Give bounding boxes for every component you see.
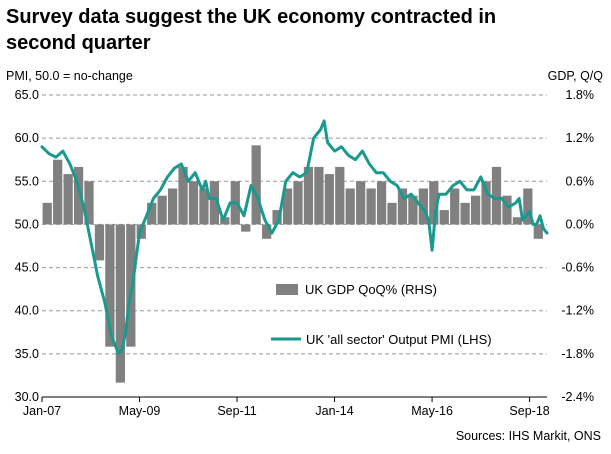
gdp-bar — [324, 174, 334, 225]
gdp-bar — [126, 224, 136, 347]
right-axis-tick-label: 1.2% — [566, 131, 595, 145]
chart-title-line-2: second quarter — [6, 32, 151, 54]
source-note: Sources: IHS Markit, ONS — [455, 429, 601, 443]
gdp-bar — [512, 217, 523, 225]
right-axis-tick-label: -2.4% — [561, 390, 594, 404]
x-axis-tick-label: Sep-11 — [217, 404, 256, 418]
left-axis-tick-label: 40.0 — [15, 304, 39, 318]
legend-gdp-label: UK GDP QoQ% (RHS) — [305, 282, 437, 297]
gdp-bar — [502, 195, 512, 225]
gdp-bar — [53, 159, 63, 225]
left-axis-tick-label: 35.0 — [15, 347, 39, 361]
legend-gdp-swatch — [276, 284, 298, 295]
left-axis-tick-label: 50.0 — [15, 217, 39, 231]
gdp-bar — [345, 188, 355, 225]
pmi-line — [40, 119, 549, 356]
gdp-bar — [188, 181, 199, 225]
left-axis-tick-label: 55.0 — [15, 174, 39, 188]
gdp-bar — [282, 188, 293, 225]
gdp-bar — [460, 202, 470, 225]
gdp-bar — [429, 181, 439, 225]
chart-title: Survey data suggest the UK economy contr… — [6, 4, 606, 56]
gdp-bar — [209, 181, 220, 225]
chart-title-line-1: Survey data suggest the UK economy contr… — [6, 6, 497, 28]
gdp-bar — [387, 202, 397, 225]
gdp-bar — [491, 166, 502, 225]
gdp-bar — [418, 188, 428, 225]
gdp-bar — [397, 188, 408, 225]
right-axis-tick-label: 0.6% — [566, 174, 595, 188]
gdp-bar — [73, 166, 84, 225]
gdp-bar — [94, 224, 105, 261]
right-axis-tick-label: 1.8% — [566, 88, 595, 102]
gdp-bar — [366, 188, 376, 225]
gdp-bar — [157, 195, 167, 225]
gdp-bar — [314, 166, 324, 225]
x-axis-tick-label: Jan-07 — [23, 404, 61, 418]
left-axis-tick-label: 30.0 — [15, 390, 39, 404]
right-axis-tick-label: -1.2% — [561, 304, 594, 318]
x-axis-tick-label: May-16 — [411, 404, 453, 418]
right-axis-tick-label: -1.8% — [561, 347, 594, 361]
right-axis-tick-label: 0.0% — [566, 217, 595, 231]
x-axis-tick-label: Jan-14 — [315, 404, 353, 418]
gdp-bar — [523, 188, 533, 225]
gdp-bar — [262, 224, 272, 239]
gdp-bar — [147, 202, 157, 225]
gdp-bar — [439, 210, 449, 225]
gdp-bar — [533, 224, 543, 239]
gdp-bar — [167, 188, 178, 225]
gdp-bar — [241, 224, 251, 232]
gdp-bar — [293, 181, 303, 225]
legend-pmi-label: UK 'all sector' Output PMI (LHS) — [306, 332, 492, 347]
right-axis-tick-label: -0.6% — [561, 261, 594, 275]
gdp-bar — [376, 181, 387, 225]
gdp-bar — [272, 210, 282, 225]
gdp-bar — [303, 166, 314, 225]
gdp-bar — [63, 174, 73, 225]
left-axis-tick-label: 60.0 — [15, 131, 39, 145]
gdp-bar — [84, 181, 94, 225]
gdp-bar — [335, 166, 345, 225]
gdp-bar — [42, 202, 52, 225]
gdp-bar — [481, 181, 491, 225]
gdp-bar — [356, 181, 366, 225]
gdp-bar — [115, 224, 125, 383]
gdp-bar — [199, 188, 209, 225]
left-axis-tick-label: 45.0 — [15, 261, 39, 275]
gdp-bar — [105, 224, 115, 347]
gdp-bar — [178, 166, 188, 225]
gdp-bar — [470, 195, 481, 225]
right-axis-title: GDP, Q/Q — [548, 69, 604, 83]
x-axis-tick-label: Sep-18 — [509, 404, 549, 418]
left-axis-tick-label: 65.0 — [15, 88, 39, 102]
left-axis-title: PMI, 50.0 = no-change — [6, 69, 133, 83]
gdp-bar — [220, 217, 230, 225]
gdp-bar — [450, 188, 460, 225]
x-axis-tick-label: May-09 — [119, 404, 161, 418]
gdp-bar — [408, 195, 418, 225]
gdp-bar — [251, 145, 261, 225]
